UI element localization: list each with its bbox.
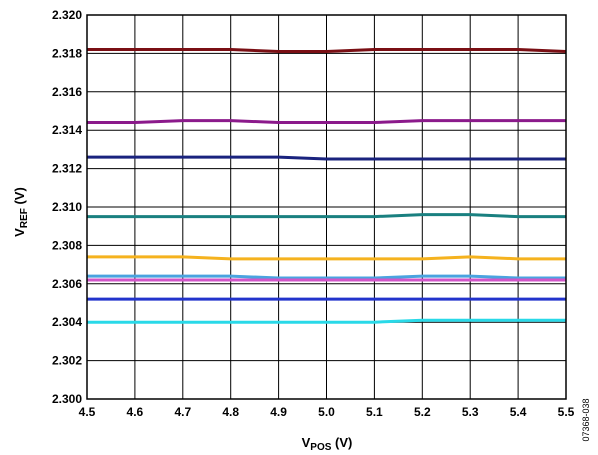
series-line-2 [87, 119, 566, 125]
y-tick-label: 2.310 [52, 200, 82, 214]
x-axis-title: VPOS (V) [302, 435, 353, 453]
y-tick-label: 2.314 [52, 123, 82, 137]
x-tick-label: 5.2 [414, 405, 431, 419]
series-line-1 [87, 48, 567, 53]
x-tick-label: 4.8 [222, 405, 239, 419]
x-tick-label: 4.7 [174, 405, 191, 419]
x-tick-label: 5.0 [318, 405, 335, 419]
y-axis-title-subscript: REF [19, 208, 30, 228]
series-line-5 [87, 255, 566, 261]
y-tick-label: 2.300 [52, 392, 82, 406]
grid [86, 14, 567, 400]
plot-frame [86, 14, 567, 400]
x-tick-labels: 4.5 4.6 4.7 4.8 4.9 5.0 5.1 5.2 5.3 5.4 5.5 [79, 405, 575, 419]
x-tick-label: 4.5 [79, 405, 96, 419]
y-tick-label: 2.316 [52, 85, 82, 99]
series-line-9 [87, 318, 566, 324]
y-tick-label: 2.312 [52, 162, 82, 176]
y-tick-label: 2.308 [52, 238, 82, 252]
series-line-4 [87, 213, 566, 219]
series-layer [87, 48, 567, 324]
y-tick-label: 2.302 [52, 354, 82, 368]
y-tick-label: 2.306 [52, 277, 82, 291]
y-tick-label: 2.304 [52, 315, 82, 329]
y-axis-title: VREF (V) [12, 187, 30, 237]
x-tick-label: 4.6 [127, 405, 144, 419]
series-line-6 [87, 274, 566, 280]
x-tick-label: 4.9 [270, 405, 287, 419]
figure-id: 07368-038 [581, 398, 591, 441]
x-tick-label: 5.3 [462, 405, 479, 419]
y-axis-title-unit: (V) [12, 187, 27, 208]
y-tick-label: 2.320 [52, 8, 82, 22]
y-tick-labels: 2.300 2.302 2.304 2.306 2.308 2.310 2.312 2.314… [52, 8, 82, 406]
x-tick-label: 5.4 [510, 405, 527, 419]
x-tick-label: 5.5 [558, 405, 575, 419]
x-axis-title-main: V [302, 435, 311, 450]
y-tick-label: 2.318 [52, 46, 82, 60]
x-axis-title-subscript: POS [310, 442, 331, 453]
x-tick-label: 5.1 [366, 405, 383, 419]
series-line-3 [87, 155, 566, 161]
y-axis-title-main: V [12, 228, 27, 237]
x-axis-title-unit: (V) [331, 435, 352, 450]
